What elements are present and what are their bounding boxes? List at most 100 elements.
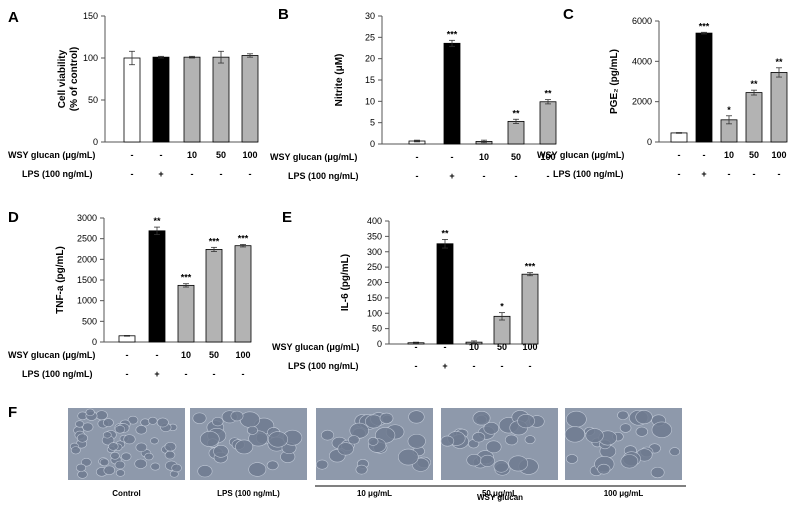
cell-blob (349, 422, 369, 439)
y-tick-label: 2000 (77, 254, 97, 264)
significance-label: ** (153, 216, 161, 226)
lps-row-label: LPS (100 ng/mL) (22, 169, 93, 179)
wsy-row-label: WSY glucan (μg/mL) (537, 150, 624, 160)
y-tick-label: 3000 (77, 213, 97, 223)
lps-status-value: - (220, 169, 223, 179)
bar-control (123, 57, 141, 143)
wsy-dose-value: 100 (771, 150, 786, 160)
lps-status-value: - (529, 361, 532, 371)
micrograph-5: 100 μg/mL (564, 408, 682, 498)
lps-row-label: LPS (100 ng/mL) (553, 169, 624, 179)
bar-100 (234, 245, 252, 343)
lps-status-value: - (483, 171, 486, 181)
cell-blob (635, 410, 653, 425)
bar-lps (443, 42, 461, 145)
lps-status-value: - (501, 361, 504, 371)
bar-lps (152, 56, 170, 143)
cell-blob (466, 453, 482, 467)
lps-status-value: - (415, 361, 418, 371)
y-tick-label: 500 (82, 316, 97, 326)
y-tick-label: 50 (372, 324, 382, 334)
micrograph-caption: 50 μg/mL (482, 489, 517, 498)
bar-100 (241, 55, 259, 143)
lps-status-value: - (728, 169, 731, 179)
bar-lps (148, 230, 166, 343)
cell-blob (483, 422, 500, 435)
y-axis-label-line: IL-6 (pg/mL) (340, 254, 351, 311)
wsy-dose-value: - (160, 150, 163, 160)
cell-blob (504, 434, 519, 446)
wsy-dose-value: - (444, 342, 447, 352)
wsy-row-label: WSY glucan (μg/mL) (8, 350, 95, 360)
lps-status-value: - (547, 171, 550, 181)
y-tick-label: 0 (370, 139, 375, 149)
cell-blob (171, 463, 182, 473)
wsy-dose-value: 50 (749, 150, 759, 160)
bar-100 (770, 72, 788, 143)
cell-blob (76, 433, 88, 443)
bar-100 (539, 101, 557, 145)
lps-row-label: LPS (100 ng/mL) (22, 369, 93, 379)
wsy-dose-value: 100 (242, 150, 257, 160)
lps-status-value: + (449, 171, 454, 181)
lps-status-value: - (753, 169, 756, 179)
bar-50 (205, 249, 223, 343)
bar-50 (507, 120, 525, 145)
bar-control (670, 132, 688, 143)
cell-blob (103, 465, 116, 475)
y-tick-label: 150 (367, 293, 382, 303)
lps-status-value: - (213, 369, 216, 379)
lps-status-value: - (778, 169, 781, 179)
wsy-dose-value: 50 (511, 152, 521, 162)
bar-control (118, 335, 136, 343)
wsy-dose-value: 10 (181, 350, 191, 360)
cell-blob (127, 415, 139, 425)
wsy-dose-value: - (451, 152, 454, 162)
panel-letter-b: B (278, 6, 289, 23)
cell-blob (619, 423, 632, 433)
cell-blob (617, 410, 629, 420)
cell-blob (367, 437, 379, 446)
chart-panel-d: D 0 500 1000 1500 2000 2500 3000 TNF-a (pg/mL) - -… (8, 209, 252, 379)
y-tick-label: 0 (647, 137, 652, 147)
micrograph-caption: Control (112, 489, 140, 498)
wsy-row-label: WSY glucan (μg/mL) (270, 152, 357, 162)
cell-blob (585, 428, 604, 443)
cell-blob (75, 420, 85, 428)
significance-label: *** (181, 273, 192, 283)
wsy-dose-value: 10 (479, 152, 489, 162)
lps-status-value: - (185, 369, 188, 379)
micrograph-2: LPS (100 ng/mL) (190, 408, 307, 498)
y-tick-label: 0 (93, 137, 98, 147)
lps-status-value: + (154, 369, 159, 379)
cell-blob (408, 410, 425, 424)
cell-blob (398, 448, 419, 466)
y-tick-label: 5 (370, 118, 375, 128)
y-tick-label: 0 (377, 339, 382, 349)
cell-blob (472, 431, 486, 443)
lps-status-value: + (442, 361, 447, 371)
lps-status-value: - (249, 169, 252, 179)
cell-blob (321, 429, 335, 441)
wsy-dose-value: - (678, 150, 681, 160)
cell-blob (564, 426, 585, 443)
cell-blob (517, 413, 535, 429)
lps-status-value: - (678, 169, 681, 179)
wsy-dose-value: - (156, 350, 159, 360)
lps-status-value: + (701, 169, 706, 179)
micrograph-caption: 100 μg/mL (604, 489, 644, 498)
cell-blob (199, 431, 220, 447)
y-tick-label: 200 (367, 278, 382, 288)
wsy-dose-value: - (415, 342, 418, 352)
cell-blob (566, 410, 587, 428)
lps-status-value: - (131, 169, 134, 179)
cell-blob (102, 431, 112, 439)
cell-blob (267, 431, 289, 448)
y-tick-label: 6000 (632, 16, 652, 26)
lps-status-value: - (473, 361, 476, 371)
significance-label: * (500, 302, 504, 312)
cell-blob (213, 445, 229, 458)
cell-blob (524, 435, 536, 444)
significance-label: ** (544, 89, 552, 99)
bar-50 (745, 92, 763, 143)
